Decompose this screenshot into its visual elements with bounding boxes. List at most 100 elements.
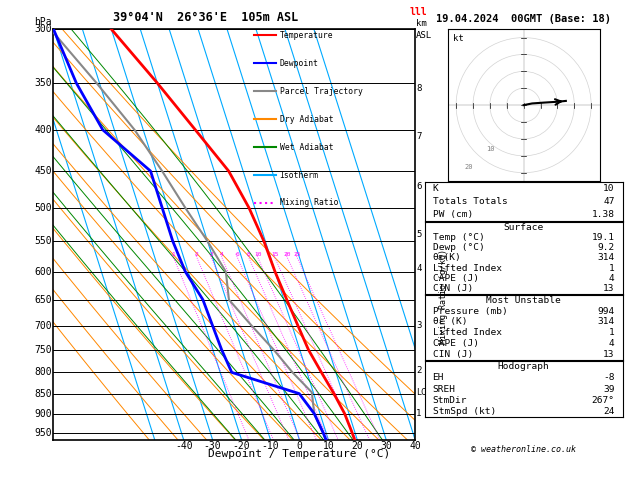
Text: Most Unstable: Most Unstable — [486, 296, 561, 305]
Text: 3: 3 — [209, 252, 213, 257]
Text: 20: 20 — [465, 164, 473, 170]
Text: Dewp (°C): Dewp (°C) — [433, 243, 484, 252]
Text: 5: 5 — [416, 230, 421, 240]
Text: Temperature: Temperature — [279, 31, 333, 40]
Text: 9.2: 9.2 — [598, 243, 615, 252]
Text: Dry Adiabat: Dry Adiabat — [279, 115, 333, 123]
Text: 8: 8 — [416, 84, 421, 92]
Text: 300: 300 — [34, 24, 52, 34]
Text: 6: 6 — [235, 252, 239, 257]
Text: Surface: Surface — [504, 223, 543, 232]
Text: Dewpoint: Dewpoint — [279, 59, 318, 68]
Text: lll: lll — [409, 7, 427, 17]
Text: CIN (J): CIN (J) — [433, 350, 473, 359]
Text: 30: 30 — [381, 441, 392, 451]
Text: km: km — [416, 19, 426, 28]
Text: 994: 994 — [598, 307, 615, 315]
Text: Pressure (mb): Pressure (mb) — [433, 307, 507, 315]
Text: 4: 4 — [609, 274, 615, 283]
Text: hPa: hPa — [34, 17, 52, 27]
Text: SREH: SREH — [433, 384, 455, 394]
Text: -10: -10 — [262, 441, 279, 451]
Text: 47: 47 — [603, 197, 615, 206]
Text: CAPE (J): CAPE (J) — [433, 274, 479, 283]
Text: PW (cm): PW (cm) — [433, 210, 473, 219]
Text: 2: 2 — [195, 252, 199, 257]
Text: 900: 900 — [34, 409, 52, 418]
Text: 20: 20 — [283, 252, 291, 257]
Text: LCL: LCL — [416, 388, 431, 397]
Text: 10: 10 — [254, 252, 262, 257]
Text: 1: 1 — [416, 409, 421, 418]
Text: 350: 350 — [34, 78, 52, 88]
Text: 4: 4 — [416, 264, 421, 273]
Text: Mixing Ratio: Mixing Ratio — [279, 198, 338, 208]
Text: StmSpd (kt): StmSpd (kt) — [433, 407, 496, 417]
Text: kt: kt — [453, 34, 464, 43]
Text: 600: 600 — [34, 267, 52, 277]
Text: Parcel Trajectory: Parcel Trajectory — [279, 87, 362, 96]
Text: 15: 15 — [271, 252, 279, 257]
Text: 1: 1 — [609, 328, 615, 337]
Text: 650: 650 — [34, 295, 52, 305]
Text: -40: -40 — [175, 441, 192, 451]
Text: 40: 40 — [409, 441, 421, 451]
Text: Lifted Index: Lifted Index — [433, 264, 501, 273]
Text: EH: EH — [433, 373, 444, 382]
Text: 1: 1 — [172, 252, 175, 257]
Text: Isotherm: Isotherm — [279, 171, 318, 179]
Text: 6: 6 — [416, 182, 421, 191]
Text: 1.38: 1.38 — [592, 210, 615, 219]
Text: 500: 500 — [34, 203, 52, 213]
Text: 267°: 267° — [592, 396, 615, 405]
Text: 8: 8 — [247, 252, 250, 257]
Text: Hodograph: Hodograph — [498, 362, 550, 371]
Text: 10: 10 — [486, 146, 495, 152]
Text: 700: 700 — [34, 321, 52, 330]
Text: 20: 20 — [352, 441, 363, 451]
Text: 3: 3 — [416, 321, 421, 330]
Text: Totals Totals: Totals Totals — [433, 197, 507, 206]
Text: CAPE (J): CAPE (J) — [433, 339, 479, 348]
Text: 39°04'N  26°36'E  105m ASL: 39°04'N 26°36'E 105m ASL — [113, 11, 298, 24]
Text: -20: -20 — [233, 441, 250, 451]
Text: Temp (°C): Temp (°C) — [433, 233, 484, 242]
Text: 4: 4 — [609, 339, 615, 348]
Text: K: K — [433, 184, 438, 193]
Text: 550: 550 — [34, 236, 52, 246]
Text: 24: 24 — [603, 407, 615, 417]
Text: 10: 10 — [323, 441, 334, 451]
Text: © weatheronline.co.uk: © weatheronline.co.uk — [471, 445, 576, 454]
Text: 10: 10 — [603, 184, 615, 193]
Text: ASL: ASL — [416, 31, 432, 40]
Text: -30: -30 — [204, 441, 221, 451]
Text: 750: 750 — [34, 345, 52, 355]
Text: 39: 39 — [603, 384, 615, 394]
Text: 13: 13 — [603, 350, 615, 359]
Text: 0: 0 — [296, 441, 303, 451]
Text: 950: 950 — [34, 428, 52, 437]
Text: 314: 314 — [598, 254, 615, 262]
Text: Lifted Index: Lifted Index — [433, 328, 501, 337]
Text: 850: 850 — [34, 389, 52, 399]
Text: 400: 400 — [34, 125, 52, 135]
Text: 19.04.2024  00GMT (Base: 18): 19.04.2024 00GMT (Base: 18) — [436, 14, 611, 24]
Text: 4: 4 — [220, 252, 223, 257]
Text: 13: 13 — [603, 284, 615, 293]
Text: Dewpoint / Temperature (°C): Dewpoint / Temperature (°C) — [208, 449, 391, 459]
Text: Mixing Ratio (g/kg): Mixing Ratio (g/kg) — [439, 249, 448, 344]
Text: 2: 2 — [416, 365, 421, 375]
Text: 314: 314 — [598, 317, 615, 327]
Text: CIN (J): CIN (J) — [433, 284, 473, 293]
Text: θε (K): θε (K) — [433, 317, 467, 327]
Text: 19.1: 19.1 — [592, 233, 615, 242]
Text: θε(K): θε(K) — [433, 254, 461, 262]
Text: 800: 800 — [34, 367, 52, 378]
Text: 25: 25 — [293, 252, 301, 257]
Text: 7: 7 — [416, 132, 421, 141]
Text: 450: 450 — [34, 166, 52, 176]
Text: -8: -8 — [603, 373, 615, 382]
Text: 1: 1 — [609, 264, 615, 273]
Text: Wet Adiabat: Wet Adiabat — [279, 142, 333, 152]
Text: StmDir: StmDir — [433, 396, 467, 405]
